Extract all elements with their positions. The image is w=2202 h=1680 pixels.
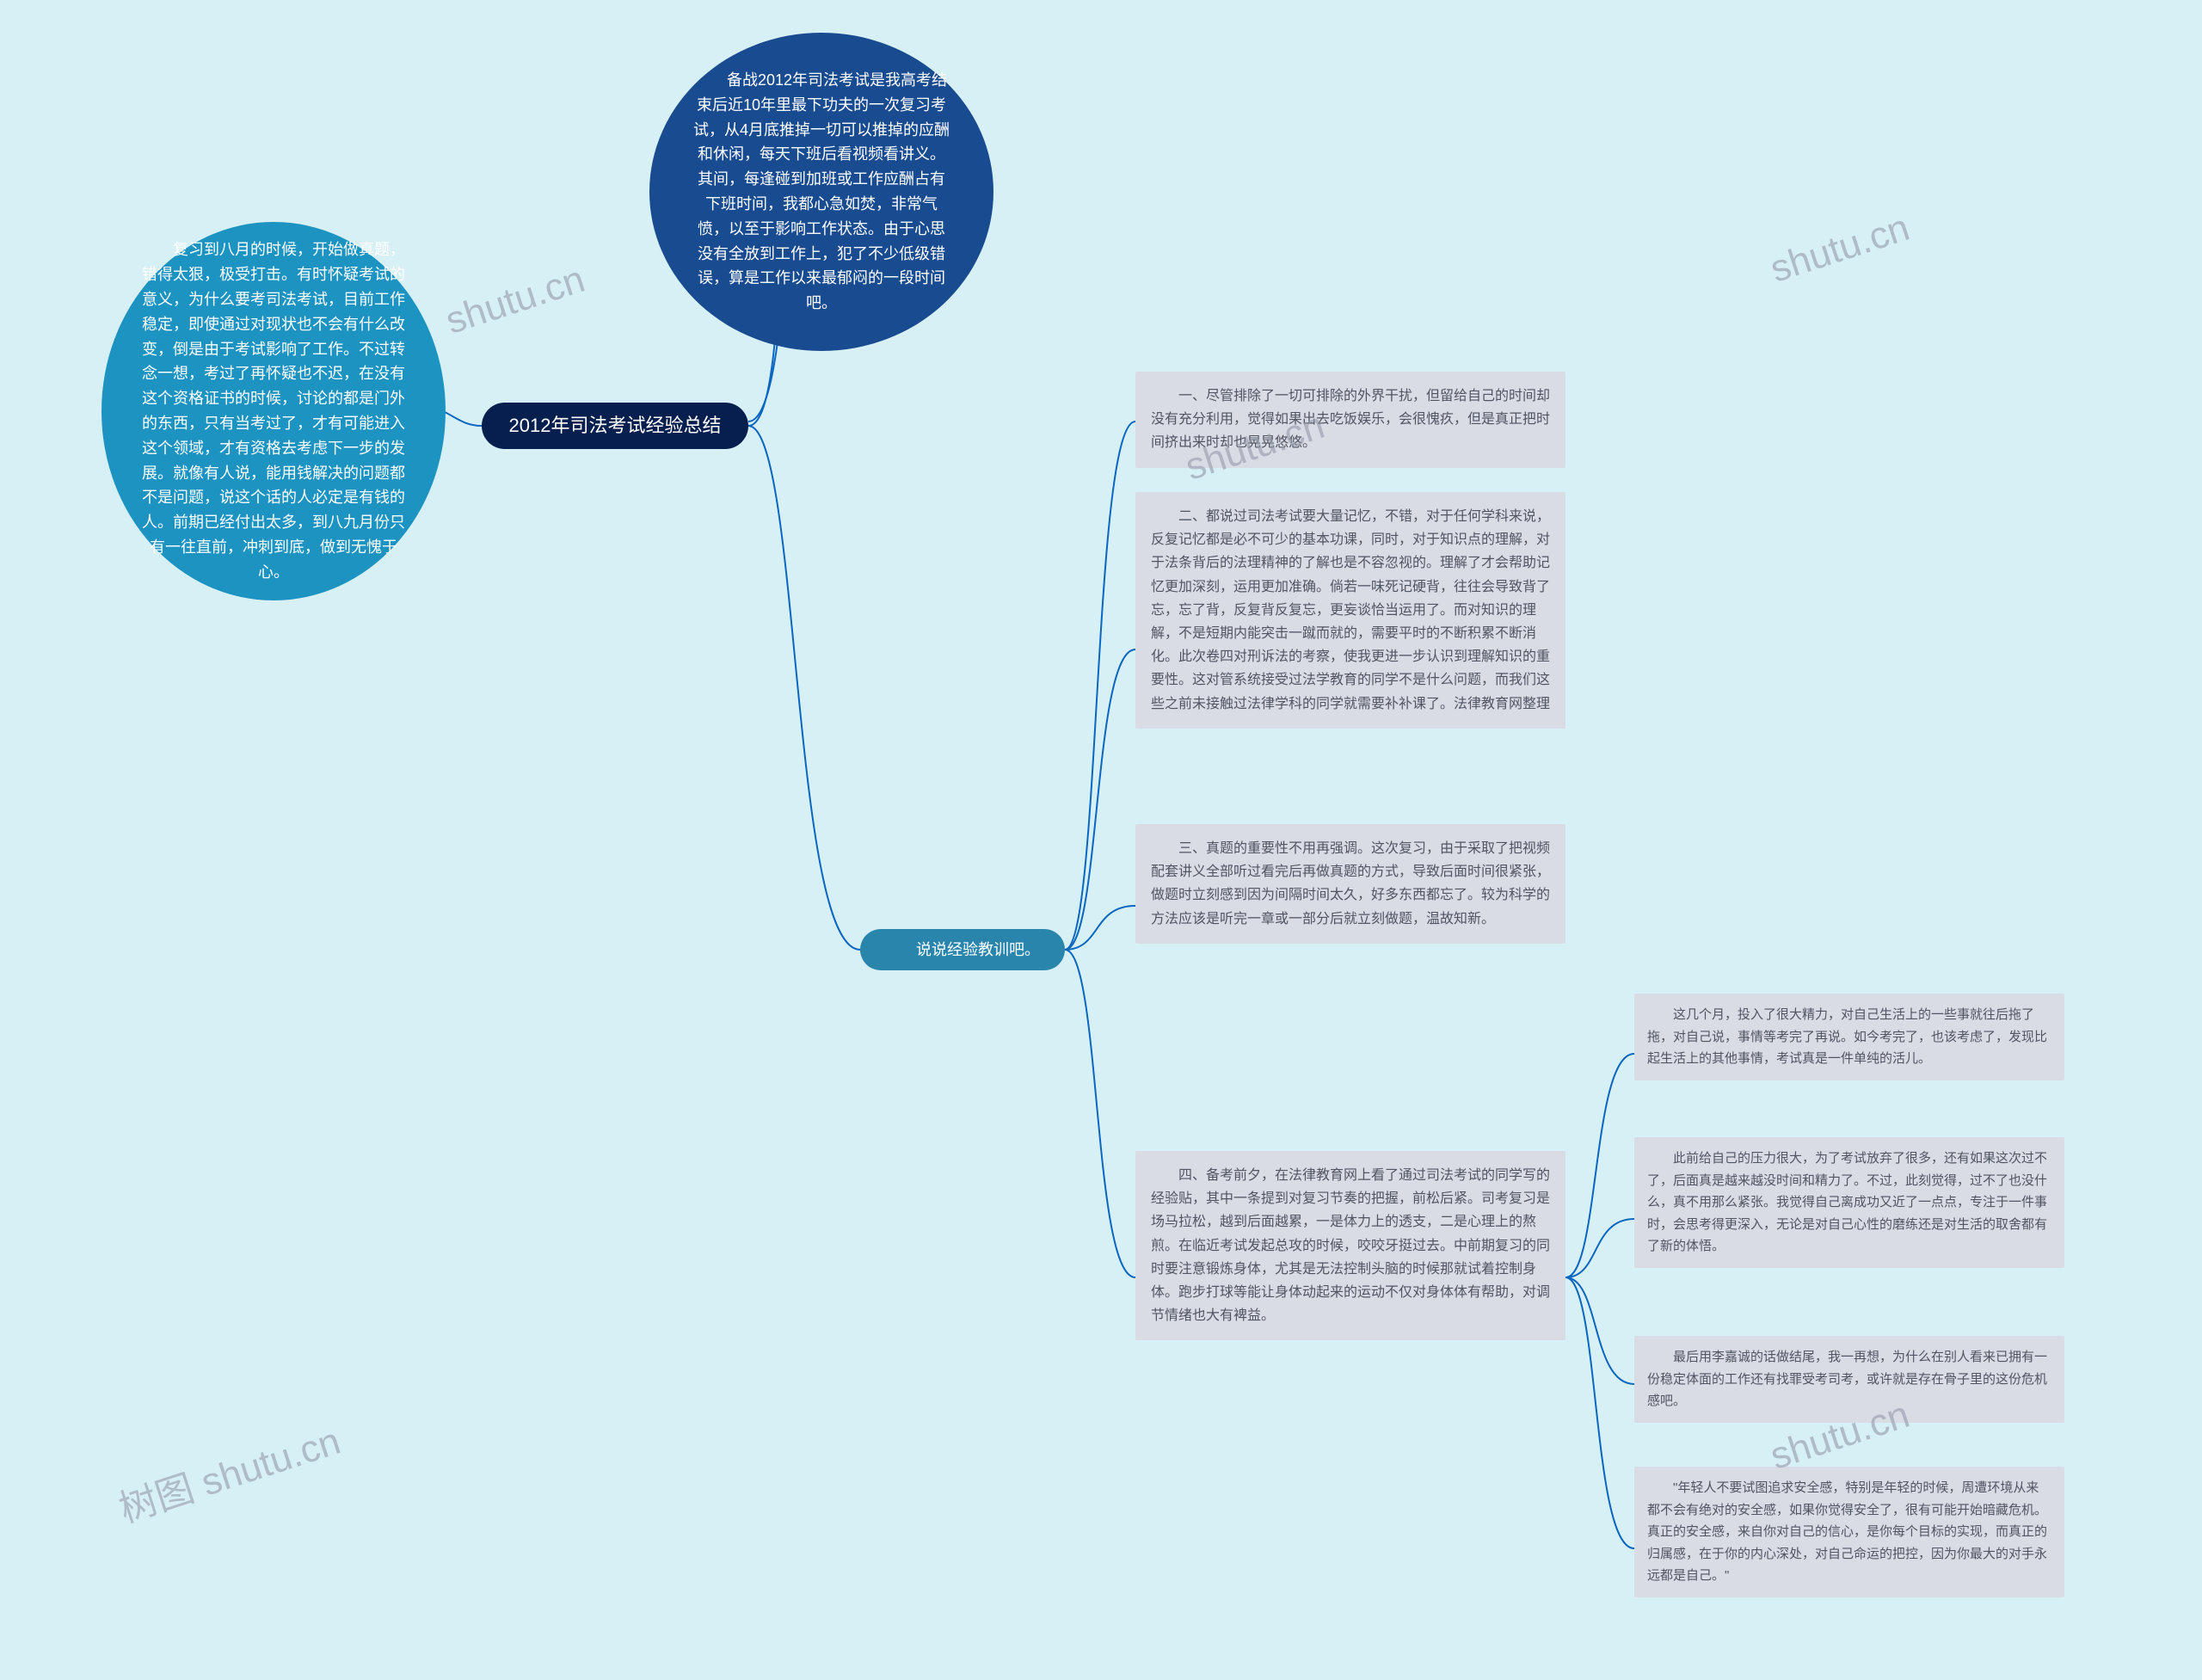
reflection-box-1-text: 这几个月，投入了很大精力，对自己生活上的一些事就往后拖了拖，对自己说，事情等考完… [1647,1007,2047,1066]
watermark-text: shutu.cn [440,258,590,343]
reflection-box-3-text: 最后用李嘉诚的话做结尾，我一再想，为什么在别人看来已拥有一份稳定体面的工作还有找… [1647,1350,2047,1408]
lesson-box-1-text: 一、尽管排除了一切可排除的外界干扰，但留给自己的时间却没有充分利用，觉得如果出去… [1151,389,1550,450]
left-summary-node: 复习到八月的时候，开始做真题，错得太狠，极受打击。有时怀疑考试的意义，为什么要考… [101,222,446,600]
lesson-box-2-text: 二、都说过司法考试要大量记忆，不错，对于任何学科来说，反复记忆都是必不可少的基本… [1151,509,1550,711]
reflection-box-4: "年轻人不要试图追求安全感，特别是年轻的时候，周遭环境从来都不会有绝对的安全感，… [1634,1467,2064,1597]
reflection-box-1: 这几个月，投入了很大精力，对自己生活上的一些事就往后拖了拖，对自己说，事情等考完… [1634,994,2064,1080]
reflection-box-2: 此前给自己的压力很大，为了考试放弃了很多，还有如果这次过不了，后面真是越来越没时… [1634,1137,2064,1268]
lesson-box-2: 二、都说过司法考试要大量记忆，不错，对于任何学科来说，反复记忆都是必不可少的基本… [1135,492,1565,729]
lesson-box-4-text: 四、备考前夕，在法律教育网上看了通过司法考试的同学写的经验贴，其中一条提到对复习… [1151,1168,1550,1323]
reflection-box-4-text: "年轻人不要试图追求安全感，特别是年轻的时候，周遭环境从来都不会有绝对的安全感，… [1647,1480,2047,1583]
watermark-text: 树图 shutu.cn [111,1410,346,1533]
center-title-node: 2012年司法考试经验总结 [482,403,748,449]
lesson-box-3: 三、真题的重要性不用再强调。这次复习，由于采取了把视频配套讲义全部听过看完后再做… [1135,824,1565,944]
lessons-pill-node: 说说经验教训吧。 [860,929,1065,970]
lessons-pill-text: 说说经验教训吧。 [885,938,1040,963]
lesson-box-4: 四、备考前夕，在法律教育网上看了通过司法考试的同学写的经验贴，其中一条提到对复习… [1135,1151,1565,1340]
center-title-text: 2012年司法考试经验总结 [509,410,722,440]
top-intro-node: 备战2012年司法考试是我高考结束后近10年里最下功夫的一次复习考试，从4月底推… [649,33,993,351]
reflection-box-2-text: 此前给自己的压力很大，为了考试放弃了很多，还有如果这次过不了，后面真是越来越没时… [1647,1151,2047,1253]
watermark-text: shutu.cn [1765,206,1915,292]
lesson-box-1: 一、尽管排除了一切可排除的外界干扰，但留给自己的时间却没有充分利用，觉得如果出去… [1135,372,1565,468]
lesson-box-3-text: 三、真题的重要性不用再强调。这次复习，由于采取了把视频配套讲义全部听过看完后再做… [1151,841,1550,926]
left-summary-text: 复习到八月的时候，开始做真题，错得太狠，极受打击。有时怀疑考试的意义，为什么要考… [140,237,407,584]
reflection-box-3: 最后用李嘉诚的话做结尾，我一再想，为什么在别人看来已拥有一份稳定体面的工作还有找… [1634,1336,2064,1423]
top-intro-text: 备战2012年司法考试是我高考结束后近10年里最下功夫的一次复习考试，从4月底推… [692,68,950,316]
